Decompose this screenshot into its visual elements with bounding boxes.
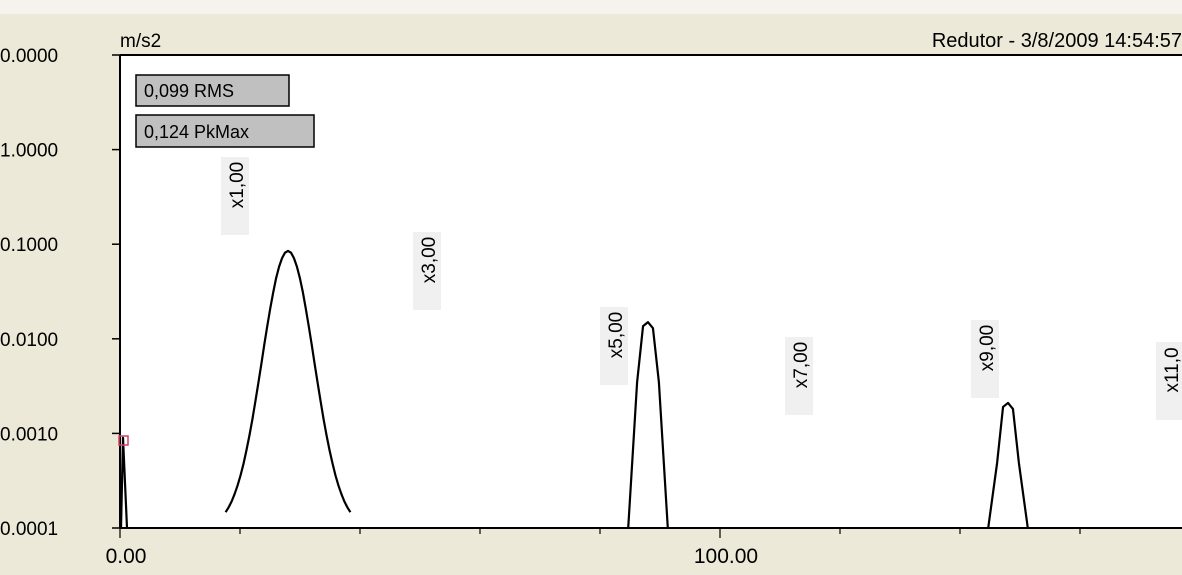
harmonic-label-bg: [1156, 342, 1182, 420]
pkmax-box-bg: [135, 114, 315, 148]
harmonic-label: x7,00: [785, 337, 813, 415]
spectrum-peak: [224, 249, 352, 513]
harmonic-label-text: x3,00: [419, 237, 440, 283]
y-axis-label: m/s2: [120, 31, 161, 52]
y-tick-label: 1.0000: [0, 141, 58, 162]
chart-title: Redutor - 3/8/2009 14:54:57: [932, 30, 1182, 52]
pkmax-value: 0,124 PkMax: [144, 122, 249, 142]
harmonic-label: x3,00: [413, 232, 441, 310]
y-tick-label: 0.0010: [0, 424, 58, 445]
harmonic-label-text: x1,00: [227, 162, 248, 208]
harmonic-label-bg: [971, 320, 999, 398]
harmonic-label-bg: [785, 337, 813, 415]
harmonic-annotations: x1,00 x3,00 x5,00 x7,00 x9,00 x11,0: [221, 157, 1182, 420]
harmonic-label-bg: [221, 157, 249, 235]
harmonic-label-text: x5,00: [606, 312, 627, 358]
harmonic-label-text: x11,0: [1162, 347, 1182, 392]
spectrum-peaks: [119, 249, 1029, 529]
harmonic-label: x11,0: [1156, 342, 1182, 420]
rms-value: 0,099 RMS: [144, 81, 234, 101]
y-tick-label: 0.1000: [0, 235, 58, 256]
top-strip: [0, 0, 1182, 14]
harmonic-label-bg: [600, 307, 628, 385]
harmonic-label-text: x9,00: [977, 325, 998, 371]
y-tick-label: 0.0000: [0, 46, 58, 67]
cursor-marker: [118, 435, 129, 446]
harmonic-label: x1,00: [221, 157, 249, 235]
harmonic-label: x5,00: [600, 307, 628, 385]
y-tick-label: 0.0100: [0, 330, 58, 351]
harmonic-label: x9,00: [971, 320, 999, 398]
spectrum-peak: [627, 321, 669, 529]
spectrum-peak: [119, 436, 129, 529]
rms-box-bg: [135, 74, 290, 107]
x-tick-label: 0.00: [106, 545, 147, 568]
y-tick-label: 0.0001: [0, 519, 58, 540]
harmonic-label-bg: [413, 232, 441, 310]
x-tick-label: 100.00: [694, 545, 758, 568]
harmonic-label-text: x7,00: [791, 342, 812, 388]
y-axis-ticks: 0.0000 1.0000 0.1000 0.0100 0.0010 0.0001: [0, 46, 120, 540]
rms-box: 0,099 RMS: [135, 74, 290, 107]
pkmax-box: 0,124 PkMax: [135, 114, 315, 148]
spectrum-peak: [987, 401, 1029, 529]
